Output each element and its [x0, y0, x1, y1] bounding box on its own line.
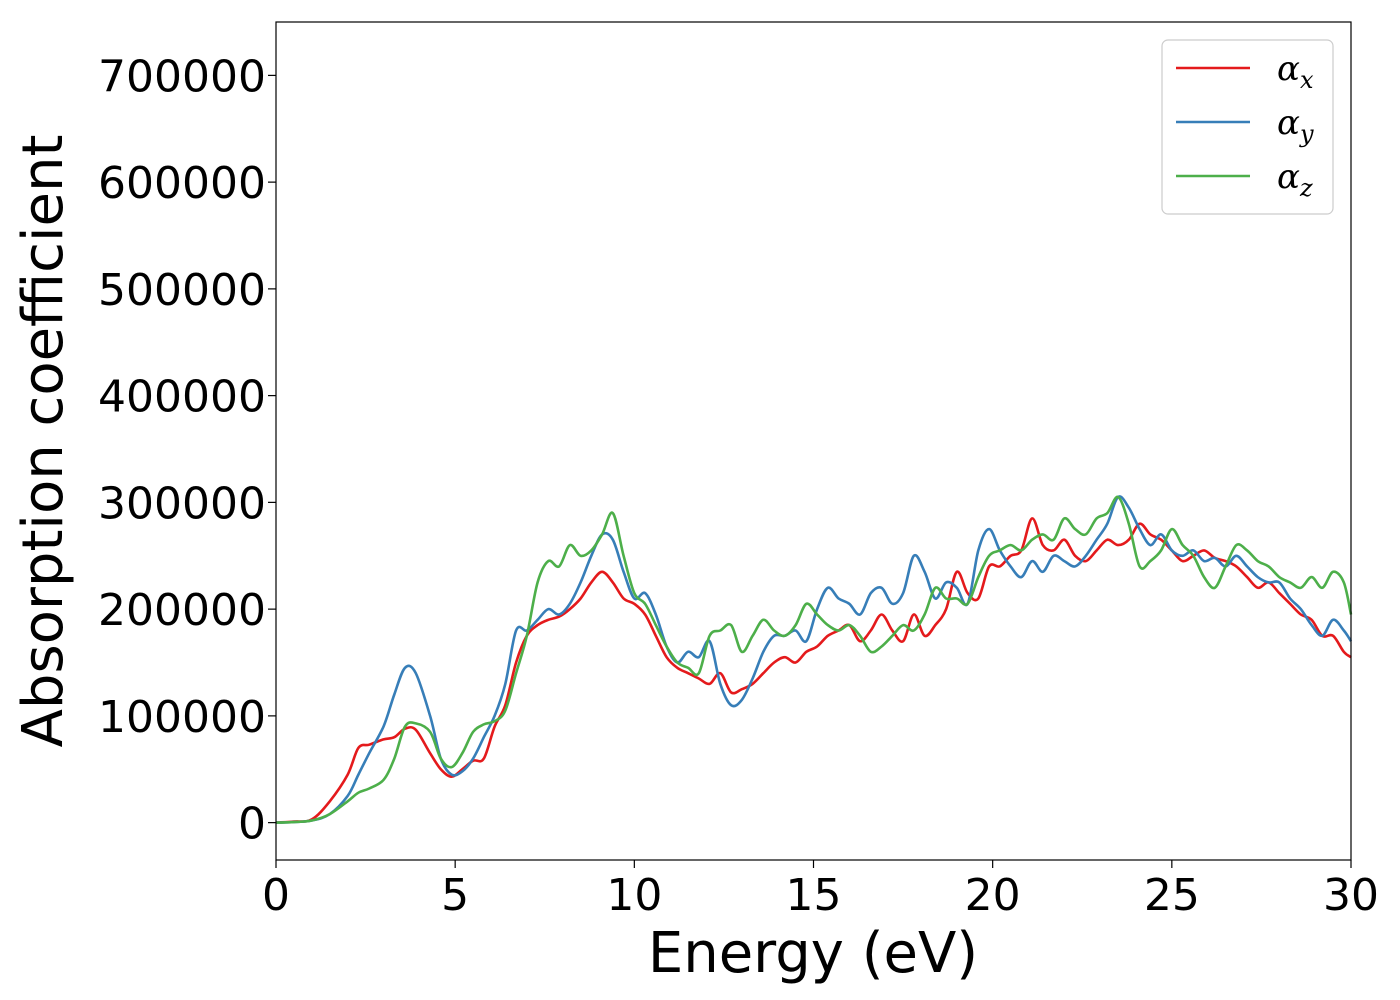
series-line-z [275, 495, 1353, 824]
series-line-x [275, 517, 1352, 824]
legend-label-y: αy [1277, 103, 1314, 148]
y-axis-label: Absorption coefficient [11, 135, 76, 748]
y-tick-label: 500000 [98, 265, 266, 316]
y-tick-label: 100000 [98, 692, 266, 743]
x-tick-label: 5 [441, 870, 469, 921]
x-tick-label: 25 [1144, 870, 1200, 921]
y-tick-label: 0 [238, 799, 266, 850]
x-tick-label: 20 [965, 870, 1021, 921]
y-tick-label: 600000 [98, 158, 266, 209]
x-tick-label: 10 [606, 870, 662, 921]
y-tick-label: 400000 [98, 372, 266, 423]
y-tick-label: 200000 [98, 585, 266, 636]
y-tick-label: 300000 [98, 478, 266, 529]
x-tick-label: 30 [1323, 870, 1379, 921]
x-tick-label: 15 [786, 870, 842, 921]
series-layer [275, 495, 1353, 824]
series-line-y [275, 495, 1353, 824]
x-axis: 0 5 10 15 20 25 30 [262, 860, 1379, 921]
x-tick-label: 0 [262, 870, 290, 921]
x-axis-label: Energy (eV) [648, 921, 978, 986]
y-axis: 0 100000 200000 300000 400000 500000 600000 700… [98, 51, 276, 850]
y-tick-label: 700000 [98, 51, 266, 102]
legend-box [1161, 39, 1334, 215]
